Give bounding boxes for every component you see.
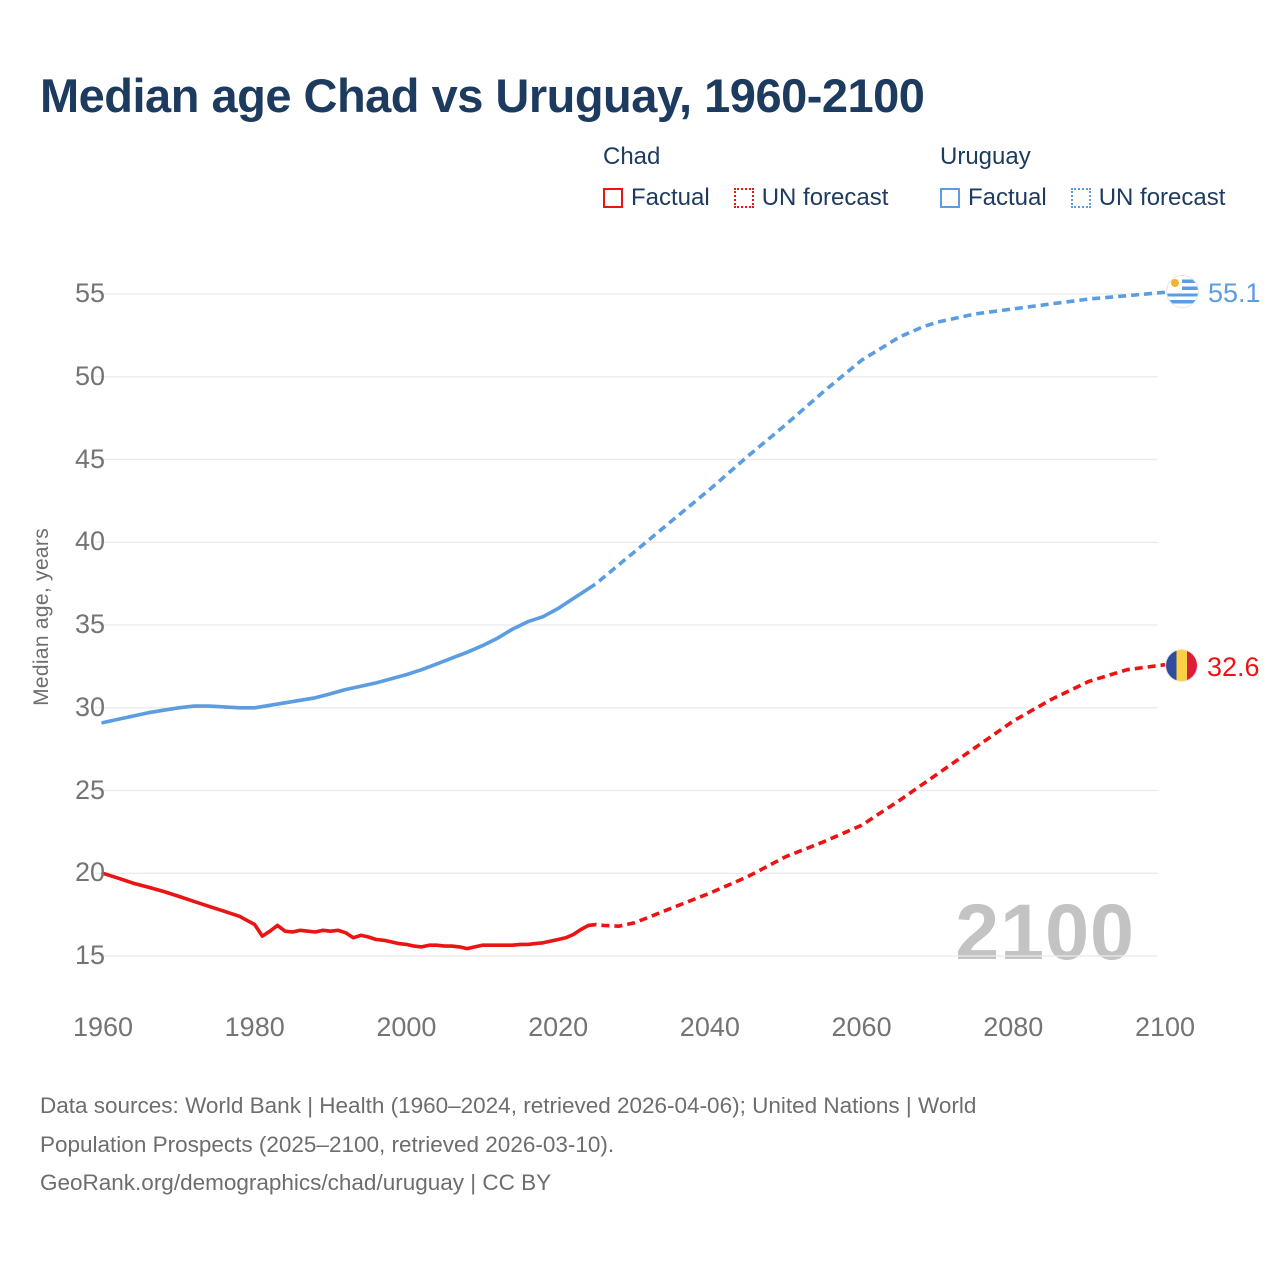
chad-flag-icon [1166,650,1197,681]
uruguay-flag-icon [1167,276,1198,307]
chad-forecast-line [588,662,1166,929]
legend-group-name: Uruguay [940,143,1031,170]
x-tick-label: 1960 [72,1012,134,1042]
dotted-swatch-icon [733,188,754,208]
chad-end-value: 32.6 [1207,652,1260,682]
uruguay-forecast-line [587,290,1166,591]
legend-item-uruguay-factual: Factual [940,184,1047,212]
legend-item-label: UN forecast [761,184,889,211]
legend-item-uruguay-forecast: UN forecast [1070,184,1226,212]
page-title: Median age Chad vs Uruguay, 1960-2100 [40,69,925,122]
x-tick-label: 2080 [983,1012,1044,1042]
legend-item-chad-forecast: UN forecast [733,184,889,212]
footer-data-sources-line2: Population Prospects (2025–2100, retriev… [40,1131,615,1157]
legend-group-name: Chad [603,143,661,170]
chart-series [101,290,1166,951]
solid-swatch-icon [603,188,623,208]
legend-group-uruguay: Uruguay Factual UN forecast [940,143,1225,212]
x-tick-label: 2060 [831,1012,892,1042]
x-tick-label: 2100 [1134,1012,1196,1042]
x-tick-label: 1980 [224,1012,285,1042]
legend-item-chad-factual: Factual [603,184,710,212]
footer-attribution-url: GeoRank.org/demographics/chad/uruguay | … [40,1170,552,1195]
uruguay-sun-icon [1171,279,1179,287]
x-tick-label: 2040 [679,1012,740,1042]
chad-factual-line [101,871,591,951]
x-tick-label: 2000 [376,1012,437,1042]
footer: Data sources: World Bank | Health (1960–… [40,1087,976,1203]
legend-item-label: Factual [631,184,710,211]
legend-group-chad: Chad Factual UN forecast [603,143,888,212]
gridlines [95,293,1158,957]
x-tick-label: 2020 [528,1012,589,1042]
dotted-swatch-icon [1070,188,1091,208]
legend-item-label: UN forecast [1098,184,1226,211]
watermark-year: 2100 [955,887,1135,976]
footer-data-sources-line1: Data sources: World Bank | Health (1960–… [40,1093,977,1118]
legend-item-label: Factual [968,184,1047,211]
solid-swatch-icon [940,188,960,208]
uruguay-end-value: 55.1 [1208,278,1261,308]
uruguay-factual-line [101,586,591,725]
